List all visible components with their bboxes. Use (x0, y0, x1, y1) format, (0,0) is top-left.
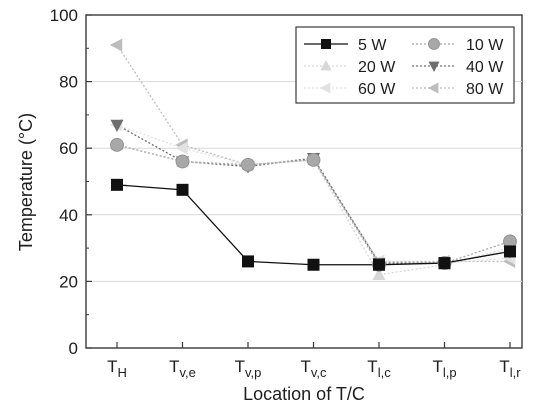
legend-label: 60 W (358, 81, 396, 98)
series-line-5w (116, 184, 511, 266)
data-point (175, 154, 190, 169)
legend-marker (319, 82, 331, 94)
x-tick-label: Tl,p (432, 357, 456, 380)
legend-box (295, 26, 515, 104)
y-axis-title: Temperature (°C) (16, 113, 36, 251)
data-point (438, 257, 451, 270)
data-point (307, 258, 320, 271)
legend-marker (321, 39, 331, 49)
data-point (175, 141, 188, 155)
legend: 5 W 10 W 20 W 40 W 60 W 80 W (295, 26, 515, 104)
legend-entry: 40 W (412, 59, 504, 76)
y-tick-label: 60 (59, 139, 78, 158)
legend-marker (428, 38, 440, 50)
y-tick-label: 20 (59, 272, 78, 291)
y-tick-label: 0 (69, 339, 78, 358)
legend-entry: 10 W (412, 37, 504, 54)
x-tick-label: TH (107, 357, 127, 380)
legend-label: 5 W (358, 37, 387, 54)
legend-entry: 20 W (304, 59, 396, 76)
data-point (110, 119, 124, 133)
data-point (176, 183, 189, 196)
x-tick-label: Tv,c (300, 357, 327, 380)
y-tick-label: 40 (59, 206, 78, 225)
legend-label: 10 W (466, 37, 504, 54)
data-point (373, 258, 385, 271)
x-axis-title: Location of T/C (243, 384, 365, 404)
legend-label: 20 W (358, 59, 396, 76)
data-point (109, 38, 123, 52)
x-axis: TH Tv,e Tv,p Tv,c Tl,c Tl,p Tl,r (107, 342, 521, 380)
series-line-60w (116, 124, 511, 264)
y-axis: 0 20 40 60 80 100 (50, 6, 92, 358)
x-tick-label: Tl,c (367, 357, 391, 380)
legend-marker (427, 82, 439, 94)
data-point (504, 245, 516, 258)
data-point (111, 178, 123, 191)
legend-entry: 5 W (304, 37, 387, 54)
data-point (306, 152, 321, 167)
series-line-40w (116, 124, 511, 264)
legend-marker (320, 59, 332, 71)
series-markers (109, 38, 517, 280)
x-tick-label: Tl,r (499, 357, 521, 380)
legend-marker (428, 61, 440, 73)
legend-label: 80 W (466, 81, 504, 98)
data-point (242, 255, 254, 268)
legend-entry: 60 W (304, 81, 396, 98)
grid-lines (86, 81, 522, 282)
data-point (372, 267, 386, 280)
legend-entry: 80 W (412, 81, 504, 98)
x-tick-label: Tv,p (235, 357, 262, 380)
y-tick-label: 80 (59, 73, 78, 92)
data-point (241, 157, 255, 172)
y-tick-label: 100 (50, 6, 78, 25)
data-point (110, 137, 124, 152)
x-tick-label: Tv,e (169, 357, 196, 380)
legend-label: 40 W (466, 59, 504, 76)
